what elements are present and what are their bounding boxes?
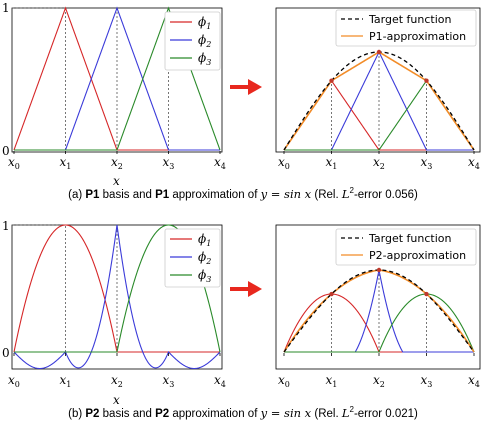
a-right-xtick-1: x1 <box>326 155 338 171</box>
legend-phi3: ϕ3 <box>198 51 211 67</box>
b-right-xtick-1: x1 <box>326 373 338 389</box>
a-right-xtick-4: x4 <box>468 155 480 171</box>
xlabel-b: x <box>113 393 120 407</box>
legend-phi1-b: ϕ1 <box>198 232 211 248</box>
a-right-xtick-2: x2 <box>373 155 385 171</box>
b-left-xtick-4: x4 <box>214 373 226 389</box>
legend-p2-approx: P2-approximation <box>369 249 466 262</box>
series-scaled-phi1-a <box>283 79 474 151</box>
legend-target-b: Target function <box>368 232 451 245</box>
a-left-xtick-4: x4 <box>214 155 226 171</box>
legend-phi2-b: ϕ2 <box>198 250 211 266</box>
b-left-xtick-3: x3 <box>163 373 175 389</box>
node-b-3 <box>424 291 429 297</box>
ytick-1-b: 1 <box>2 219 10 233</box>
legend-b-approx: Target function P2-approximation <box>335 228 477 266</box>
legend-target: Target function <box>368 13 451 26</box>
b-left-xtick-1: x1 <box>60 373 72 389</box>
a-right-xtick-0: x0 <box>278 155 290 171</box>
a-right-xtick-3: x3 <box>421 155 433 171</box>
legend-phi2: ϕ2 <box>198 33 211 49</box>
a-left-xtick-0: x0 <box>8 155 20 171</box>
a-left-xtick-2: x2 <box>111 155 123 171</box>
legend-a-basis: ϕ1 ϕ2 ϕ3 <box>164 11 221 71</box>
a-left-xtick-1: x1 <box>60 155 72 171</box>
ytick-0-b: 0 <box>2 346 10 360</box>
b-left-xtick-2: x2 <box>111 373 123 389</box>
legend-a-approx: Target function P1-approximation <box>335 9 477 47</box>
legend-b-basis: ϕ1 ϕ2 ϕ3 <box>164 228 221 288</box>
legend-p1-approx: P1-approximation <box>369 30 466 43</box>
caption-b: (b) P2 basis and P2 approximation of y =… <box>68 405 418 420</box>
node-a-2 <box>376 49 382 55</box>
ytick-1-a: 1 <box>2 1 10 15</box>
ytick-0-a: 0 <box>2 144 10 158</box>
node-b-1 <box>329 291 334 297</box>
arrow-b <box>230 281 262 297</box>
node-a-1 <box>329 78 334 83</box>
b-right-xtick-0: x0 <box>278 373 290 389</box>
panel-a-right-frame <box>275 7 481 153</box>
series-phi2-b <box>13 224 221 370</box>
legend-phi1: ϕ1 <box>198 15 211 31</box>
xlabel-a: x <box>113 174 120 188</box>
b-right-xtick-4: x4 <box>468 373 480 389</box>
a-left-xtick-3: x3 <box>163 155 175 171</box>
panel-b-right-frame <box>275 224 481 370</box>
b-right-xtick-3: x3 <box>421 373 433 389</box>
series-scaled-phi3-a <box>284 79 475 151</box>
legend-phi3-b: ϕ3 <box>198 268 211 284</box>
arrow-a <box>230 79 262 95</box>
series-scaled-phi3-b <box>284 293 475 353</box>
b-right-xtick-2: x2 <box>373 373 385 389</box>
caption-a: (a) P1 basis and P1 approximation of y =… <box>68 186 418 201</box>
node-a-3 <box>424 78 429 83</box>
node-b-2 <box>376 267 382 273</box>
b-left-xtick-0: x0 <box>8 373 20 389</box>
